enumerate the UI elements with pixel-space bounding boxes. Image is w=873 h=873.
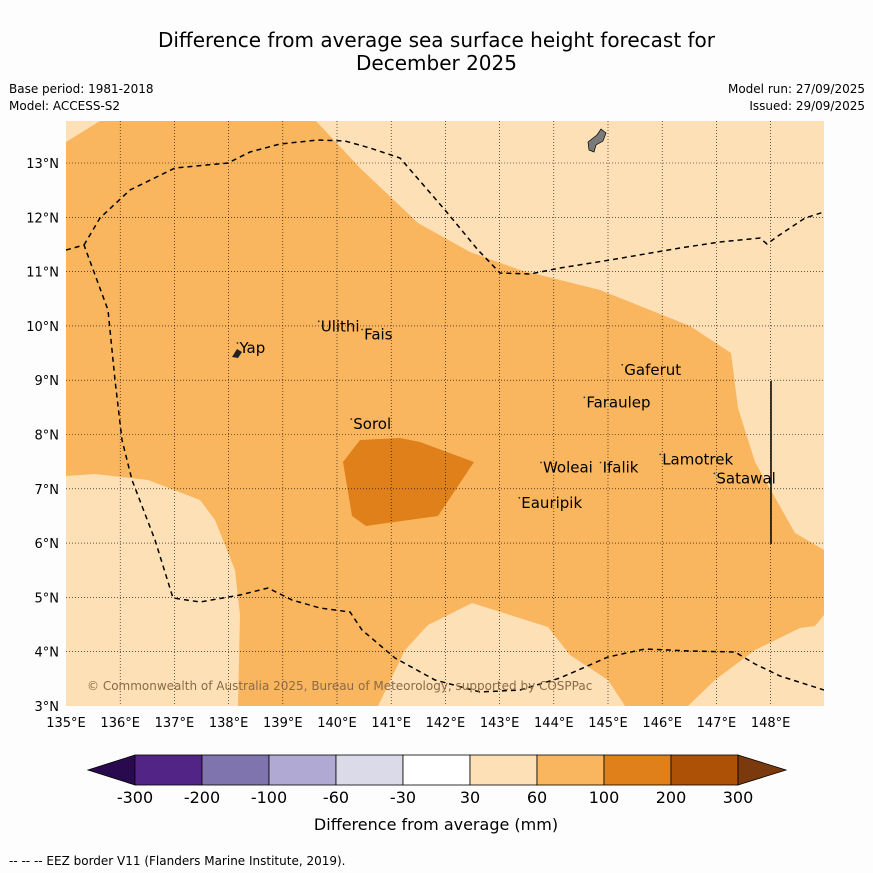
colorbar-segment xyxy=(201,754,270,786)
x-tick-label: 144°E xyxy=(534,716,574,731)
colorbar-segment xyxy=(268,754,337,786)
x-tick-label: 136°E xyxy=(100,716,140,731)
place-marker xyxy=(236,342,239,344)
colorbar-tick-label: -60 xyxy=(323,788,349,807)
place-marker xyxy=(583,396,586,399)
colorbar-arrow-high xyxy=(737,754,788,786)
colorbar-tick-label: -300 xyxy=(117,788,153,807)
x-tick-label: 137°E xyxy=(155,716,195,731)
place-marker xyxy=(350,418,353,420)
place-marker xyxy=(713,472,716,475)
colorbar-segment xyxy=(134,754,203,786)
footer-note: -- -- -- EEZ border V11 (Flanders Marine… xyxy=(9,854,346,868)
place-label: Woleai xyxy=(543,459,593,477)
y-tick-label: 7°N xyxy=(35,483,60,498)
colorbar-segment xyxy=(469,754,538,786)
place-label: Sorol xyxy=(353,415,391,433)
copyright-text: © Commonwealth of Australia 2025, Bureau… xyxy=(87,679,592,693)
colorbar-tick-label: -100 xyxy=(251,788,287,807)
anomaly-30-60-south xyxy=(378,603,625,706)
y-tick-label: 3°N xyxy=(35,700,60,715)
place-marker xyxy=(540,461,542,464)
y-tick-label: 5°N xyxy=(35,591,60,606)
y-tick-label: 13°N xyxy=(26,157,59,172)
y-tick-label: 6°N xyxy=(35,537,60,552)
colorbar-tick-label: 200 xyxy=(656,788,687,807)
anomaly-30-60-southeast xyxy=(688,615,824,706)
x-tick-label: 145°E xyxy=(588,716,628,731)
place-marker xyxy=(518,496,521,499)
place-labels: Yap Ulithi Fais Gaferut Faraulep Sorol Woleai I… xyxy=(236,317,776,512)
colorbar-tick-label: 60 xyxy=(527,788,547,807)
colorbar xyxy=(86,754,788,786)
guam-island xyxy=(587,128,607,153)
place-marker xyxy=(361,328,363,331)
colorbar-tick-label: -200 xyxy=(184,788,220,807)
eez-border-west-south xyxy=(66,244,824,693)
place-marker xyxy=(317,320,320,323)
place-label: Lamotrek xyxy=(662,450,733,468)
x-tick-label: 142°E xyxy=(426,716,466,731)
x-tick-label: 135°E xyxy=(46,716,86,731)
model-run: Model run: 27/09/2025 xyxy=(727,82,865,96)
anomaly-100-200-patch xyxy=(343,438,474,526)
place-label: Ifalik xyxy=(603,459,639,477)
y-tick-label: 8°N xyxy=(35,429,60,444)
colorbar-segment xyxy=(603,754,672,786)
x-tick-label: 138°E xyxy=(209,716,249,731)
x-tick-label: 140°E xyxy=(317,716,357,731)
x-tick-label: 146°E xyxy=(642,716,682,731)
place-label: Eauripik xyxy=(521,494,582,512)
x-tick-label: 143°E xyxy=(480,716,520,731)
place-marker xyxy=(599,461,602,464)
anomaly-30-60-southwest xyxy=(66,474,240,706)
y-tick-label: 12°N xyxy=(26,211,59,226)
y-tick-label: 9°N xyxy=(35,374,60,389)
x-tick-label: 139°E xyxy=(263,716,303,731)
place-label: Yap xyxy=(238,339,265,357)
colorbar-tick-label: -30 xyxy=(390,788,416,807)
map-area: Yap Ulithi Fais Gaferut Faraulep Sorol Woleai I… xyxy=(66,121,824,706)
place-label: Ulithi xyxy=(321,317,360,335)
y-tick-label: 11°N xyxy=(26,266,59,281)
y-axis-ticks: 3°N 4°N 5°N 6°N 7°N 8°N 9°N 10°N 11°N 12°N 13°N xyxy=(26,157,59,715)
colorbar-segment xyxy=(402,754,471,786)
place-label: Faraulep xyxy=(586,393,650,411)
colorbar-tick-label: 300 xyxy=(723,788,754,807)
place-label: Gaferut xyxy=(624,361,681,379)
colorbar-label: Difference from average (mm) xyxy=(314,815,558,834)
anomaly-30-60-northeast xyxy=(316,121,824,550)
y-tick-label: 10°N xyxy=(26,320,59,335)
place-label: Satawal xyxy=(716,469,775,487)
colorbar-segment xyxy=(670,754,739,786)
issued-date: Issued: 29/09/2025 xyxy=(749,99,865,113)
eez-border-north xyxy=(83,139,824,275)
y-tick-label: 4°N xyxy=(35,646,60,661)
yap-island xyxy=(232,349,242,358)
place-marker xyxy=(659,453,662,456)
x-tick-label: 147°E xyxy=(697,716,737,731)
base-period: Base period: 1981-2018 xyxy=(9,82,154,96)
place-marker xyxy=(621,363,624,366)
colorbar-tick-label: 30 xyxy=(460,788,480,807)
colorbar-ticks: -300 -200 -100 -60 -30 30 60 100 200 300 xyxy=(117,788,753,807)
model-name: Model: ACCESS-S2 xyxy=(9,99,121,113)
colorbar-tick-label: 100 xyxy=(589,788,620,807)
anomaly-30-60-corner xyxy=(66,121,100,142)
place-label: Fais xyxy=(364,325,393,343)
colorbar-segment xyxy=(536,754,605,786)
gridlines xyxy=(66,121,824,706)
title-line-2: December 2025 xyxy=(356,51,517,75)
colorbar-segment xyxy=(335,754,404,786)
x-tick-label: 141°E xyxy=(371,716,411,731)
colorbar-arrow-low xyxy=(86,754,136,786)
x-tick-label: 148°E xyxy=(751,716,791,731)
title-line-1: Difference from average sea surface heig… xyxy=(157,28,716,52)
x-axis-ticks: 135°E 136°E 137°E 138°E 139°E 140°E 141°E 142°E… xyxy=(46,716,790,731)
